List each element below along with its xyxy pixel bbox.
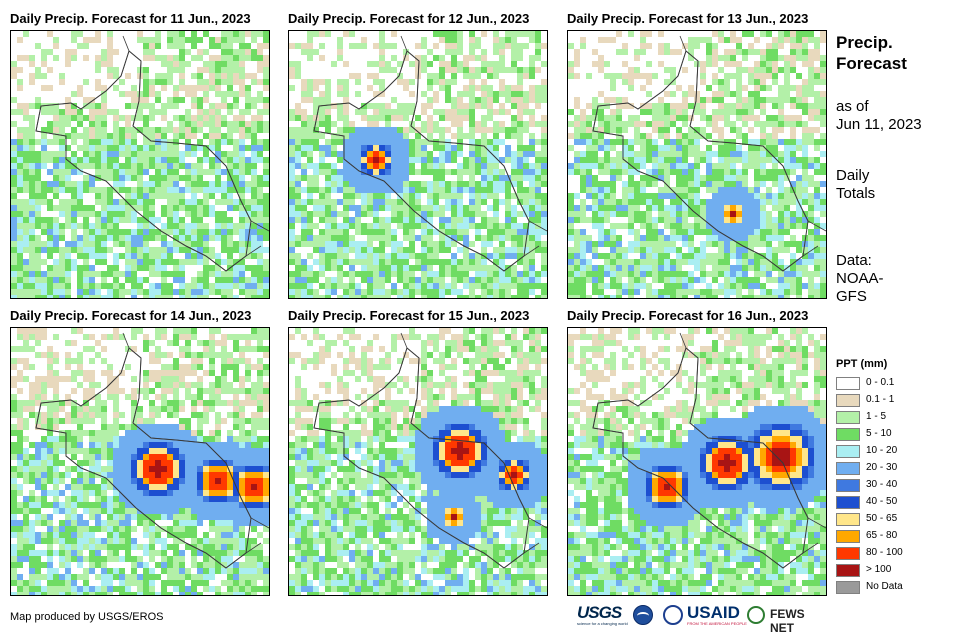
as-of-date: as of Jun 11, 2023 xyxy=(836,98,922,134)
legend-swatch xyxy=(836,581,860,594)
country-borders xyxy=(592,35,826,272)
country-borders xyxy=(592,332,826,569)
legend-label: 20 - 30 xyxy=(866,462,898,473)
legend-swatch xyxy=(836,377,860,390)
legend-swatch xyxy=(836,496,860,509)
noaa-logo-icon xyxy=(633,605,653,625)
legend-swatch xyxy=(836,479,860,492)
legend-label: 65 - 80 xyxy=(866,530,898,541)
country-borders xyxy=(35,332,269,569)
precip-raster xyxy=(289,31,547,298)
side-title-line2: Forecast xyxy=(836,54,907,73)
credit-text: Map produced by USGS/EROS xyxy=(10,611,164,623)
legend-swatch xyxy=(836,411,860,424)
legend-swatch xyxy=(836,394,860,407)
legend-swatch xyxy=(836,547,860,560)
precip-raster xyxy=(568,328,826,595)
panel-title-5: Daily Precip. Forecast for 15 Jun., 2023 xyxy=(288,308,530,323)
precip-raster xyxy=(11,31,269,298)
legend-swatch xyxy=(836,462,860,475)
forecast-map-6 xyxy=(567,327,827,596)
panel-title-3: Daily Precip. Forecast for 13 Jun., 2023 xyxy=(567,11,809,26)
legend-swatch xyxy=(836,445,860,458)
legend-label: 5 - 10 xyxy=(866,428,892,439)
daily-totals-label: Daily Totals xyxy=(836,167,875,203)
panel-title-4: Daily Precip. Forecast for 14 Jun., 2023 xyxy=(10,308,252,323)
precip-raster xyxy=(289,328,547,595)
as-of-line2: Jun 11, 2023 xyxy=(836,116,922,133)
fews-globe-icon xyxy=(747,606,765,624)
forecast-map-2 xyxy=(288,30,548,299)
legend-swatch xyxy=(836,564,860,577)
legend-label: 10 - 20 xyxy=(866,445,898,456)
precip-raster xyxy=(11,328,269,595)
legend-label: 1 - 5 xyxy=(866,411,887,422)
country-borders xyxy=(35,35,269,272)
legend-swatch xyxy=(836,530,860,543)
usgs-logo: USGS xyxy=(577,603,622,622)
legend-label: No Data xyxy=(866,581,903,592)
usaid-seal-icon xyxy=(663,605,683,625)
data-line3: GFS xyxy=(836,288,867,305)
panel-title-2: Daily Precip. Forecast for 12 Jun., 2023 xyxy=(288,11,530,26)
side-title-line1: Precip. xyxy=(836,33,893,52)
partner-logos: USGS science for a changing world USAID … xyxy=(577,603,827,635)
legend-swatch xyxy=(836,513,860,526)
forecast-map-5 xyxy=(288,327,548,596)
country-borders xyxy=(313,332,547,569)
legend-label: 80 - 100 xyxy=(866,547,903,558)
totals-line1: Daily xyxy=(836,167,870,184)
legend-label: 0.1 - 1 xyxy=(866,394,895,405)
forecast-map-1 xyxy=(10,30,270,299)
legend-label: 50 - 65 xyxy=(866,513,898,524)
forecast-map-4 xyxy=(10,327,270,596)
usaid-logo: USAID xyxy=(687,603,740,622)
legend-title: PPT (mm) xyxy=(836,358,888,370)
usgs-tagline: science for a changing world xyxy=(577,621,628,626)
forecast-map-3 xyxy=(567,30,827,299)
legend-label: 0 - 0.1 xyxy=(866,377,895,388)
data-line1: Data: xyxy=(836,252,872,269)
precip-raster xyxy=(568,31,826,298)
totals-line2: Totals xyxy=(836,185,876,202)
legend-label: 40 - 50 xyxy=(866,496,898,507)
country-borders xyxy=(313,35,547,272)
as-of-line1: as of xyxy=(836,98,869,115)
panel-title-6: Daily Precip. Forecast for 16 Jun., 2023 xyxy=(567,308,809,323)
side-title: Precip. Forecast xyxy=(836,32,907,74)
legend-swatch xyxy=(836,428,860,441)
legend-label: > 100 xyxy=(866,564,892,575)
usaid-tagline: FROM THE AMERICAN PEOPLE xyxy=(687,621,747,626)
data-source-label: Data: NOAA- GFS xyxy=(836,252,884,306)
fews-net-logo: FEWS NET xyxy=(770,607,805,635)
legend-label: 30 - 40 xyxy=(866,479,898,490)
data-line2: NOAA- xyxy=(836,270,884,287)
panel-title-1: Daily Precip. Forecast for 11 Jun., 2023 xyxy=(10,11,251,26)
